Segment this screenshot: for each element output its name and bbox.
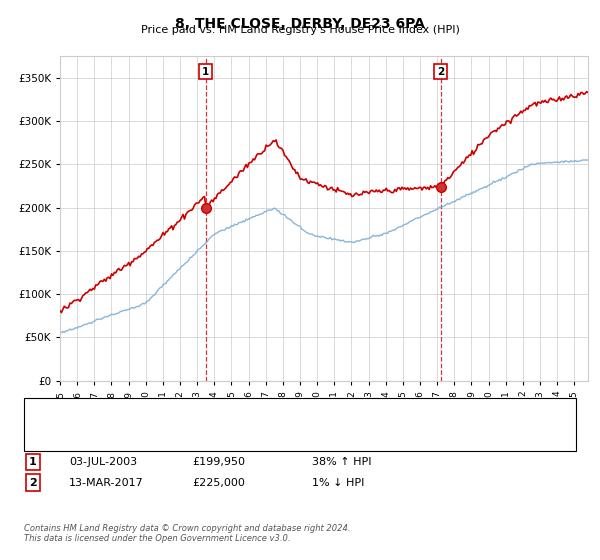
- Text: 1: 1: [29, 457, 37, 467]
- Text: 1: 1: [202, 67, 209, 77]
- Text: £225,000: £225,000: [192, 478, 245, 488]
- Text: 2: 2: [29, 478, 37, 488]
- Text: HPI: Average price, detached house, City of Derby: HPI: Average price, detached house, City…: [72, 416, 334, 426]
- Text: 8, THE CLOSE, DERBY, DE23 6PA: 8, THE CLOSE, DERBY, DE23 6PA: [175, 17, 425, 31]
- Text: 03-JUL-2003: 03-JUL-2003: [69, 457, 137, 467]
- Text: 2: 2: [437, 67, 444, 77]
- Text: 8, THE CLOSE, DERBY, DE23 6PA (detached house): 8, THE CLOSE, DERBY, DE23 6PA (detached …: [72, 403, 336, 413]
- Text: Price paid vs. HM Land Registry's House Price Index (HPI): Price paid vs. HM Land Registry's House …: [140, 25, 460, 35]
- Text: £199,950: £199,950: [192, 457, 245, 467]
- Text: ——: ——: [36, 401, 64, 414]
- Text: 13-MAR-2017: 13-MAR-2017: [69, 478, 144, 488]
- Text: ——: ——: [36, 414, 64, 428]
- Text: Contains HM Land Registry data © Crown copyright and database right 2024.
This d: Contains HM Land Registry data © Crown c…: [24, 524, 350, 543]
- Text: 1% ↓ HPI: 1% ↓ HPI: [312, 478, 364, 488]
- Text: 38% ↑ HPI: 38% ↑ HPI: [312, 457, 371, 467]
